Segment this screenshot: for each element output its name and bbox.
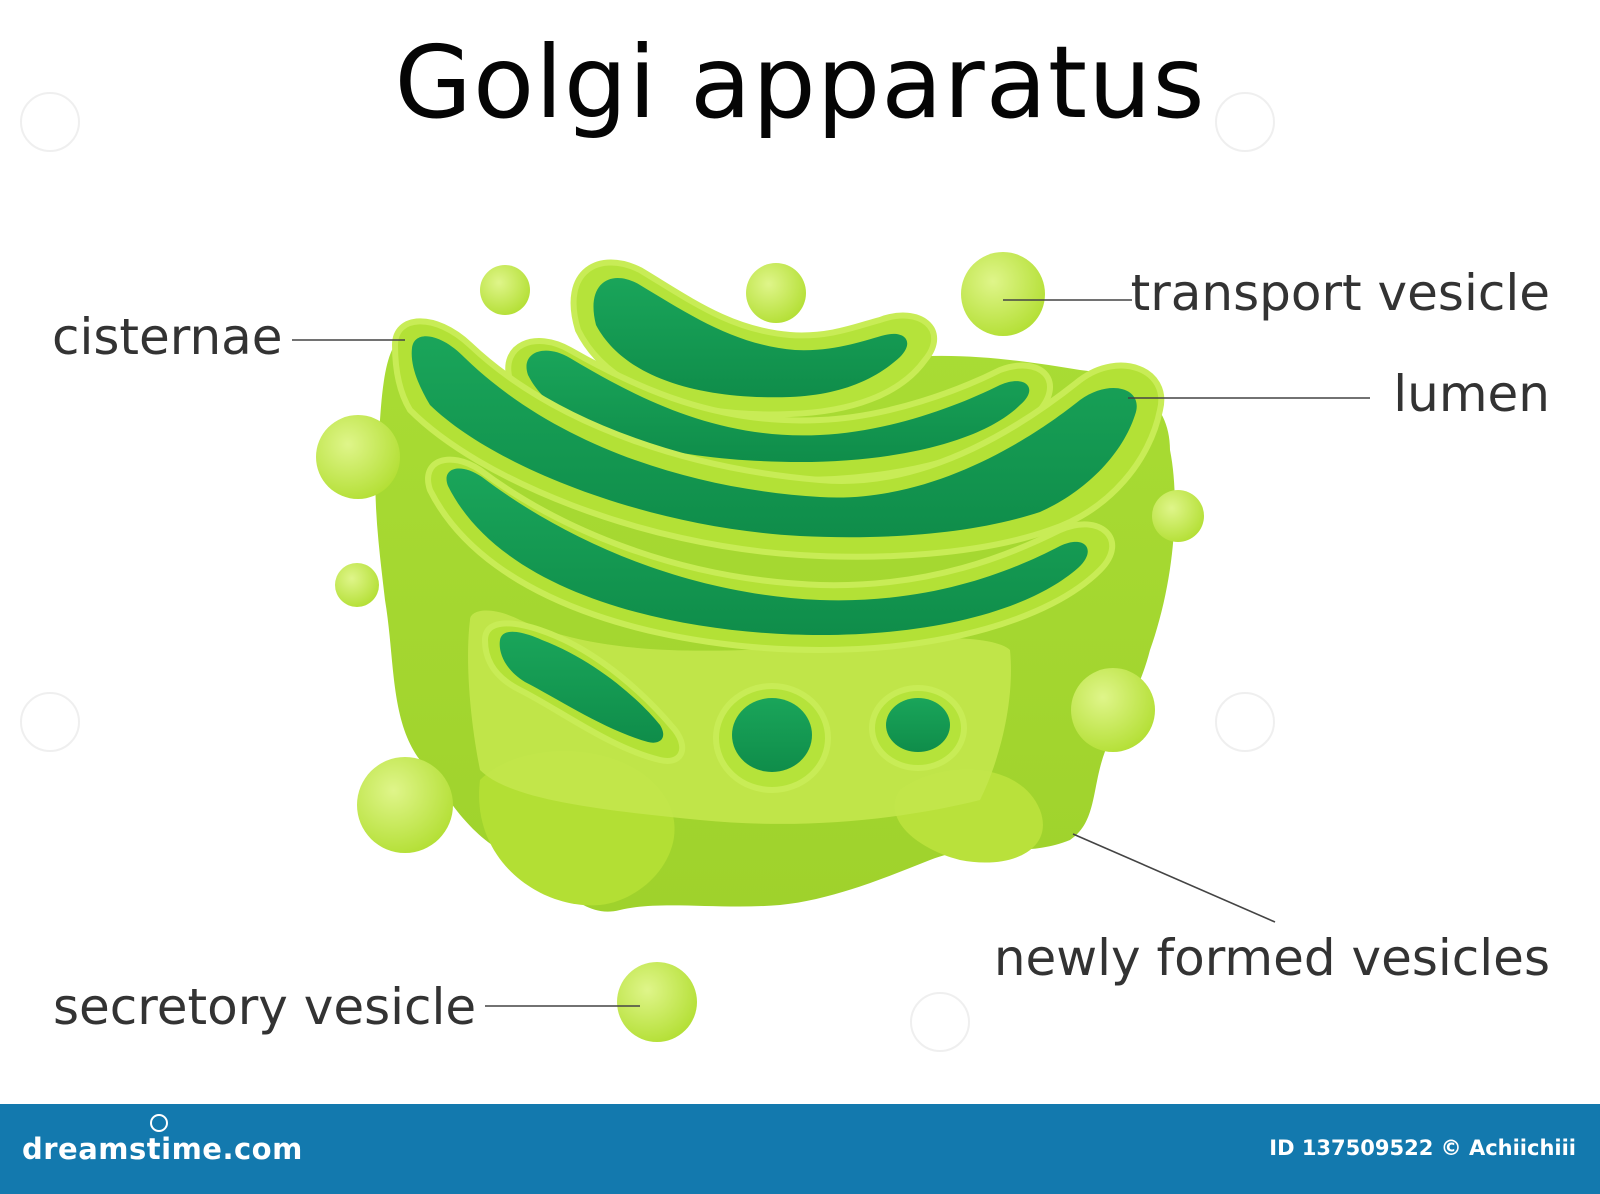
- vesicle: [480, 265, 530, 315]
- watermark-icon: [910, 992, 970, 1052]
- watermark-icon: [1215, 692, 1275, 752]
- vesicle: [357, 757, 453, 853]
- watermark-icon: [20, 692, 80, 752]
- vesicle: [1152, 490, 1204, 542]
- budding-vesicle-1: [713, 683, 831, 793]
- footer-bar: dreamstime.com ID 137509522 © Achiichiii: [0, 1104, 1600, 1194]
- cisterna-4: [425, 456, 1116, 654]
- brand-name[interactable]: dreamstime.com: [22, 1132, 303, 1166]
- budding-vesicle-2: [869, 685, 967, 771]
- label-cisternae: cisternae: [52, 308, 283, 366]
- brand-logo-icon: [150, 1114, 168, 1132]
- golgi-diagram: [292, 252, 1370, 1042]
- cisterna-5: [481, 620, 686, 764]
- watermark-icon: [20, 92, 80, 152]
- image-credit: ID 137509522 © Achiichiii: [1269, 1136, 1576, 1160]
- newly-formed-vesicles-leader-line: [1072, 833, 1276, 923]
- label-newly-formed-vesicles: newly formed vesicles: [993, 929, 1550, 987]
- cisterna-1: [570, 259, 938, 418]
- vesicle: [316, 415, 400, 499]
- vesicle: [746, 263, 806, 323]
- label-transport-vesicle: transport vesicle: [1130, 264, 1550, 322]
- diagram-title: Golgi apparatus: [394, 24, 1206, 141]
- watermark-icon: [1215, 92, 1275, 152]
- cisterna-3: [391, 318, 1165, 560]
- secretory-vesicle-shape: [617, 962, 697, 1042]
- label-secretory-vesicle: secretory vesicle: [53, 978, 477, 1036]
- vesicle: [335, 563, 379, 607]
- label-lumen: lumen: [1393, 365, 1550, 423]
- transport-vesicle-shape: [961, 252, 1045, 336]
- vesicle: [1071, 668, 1155, 752]
